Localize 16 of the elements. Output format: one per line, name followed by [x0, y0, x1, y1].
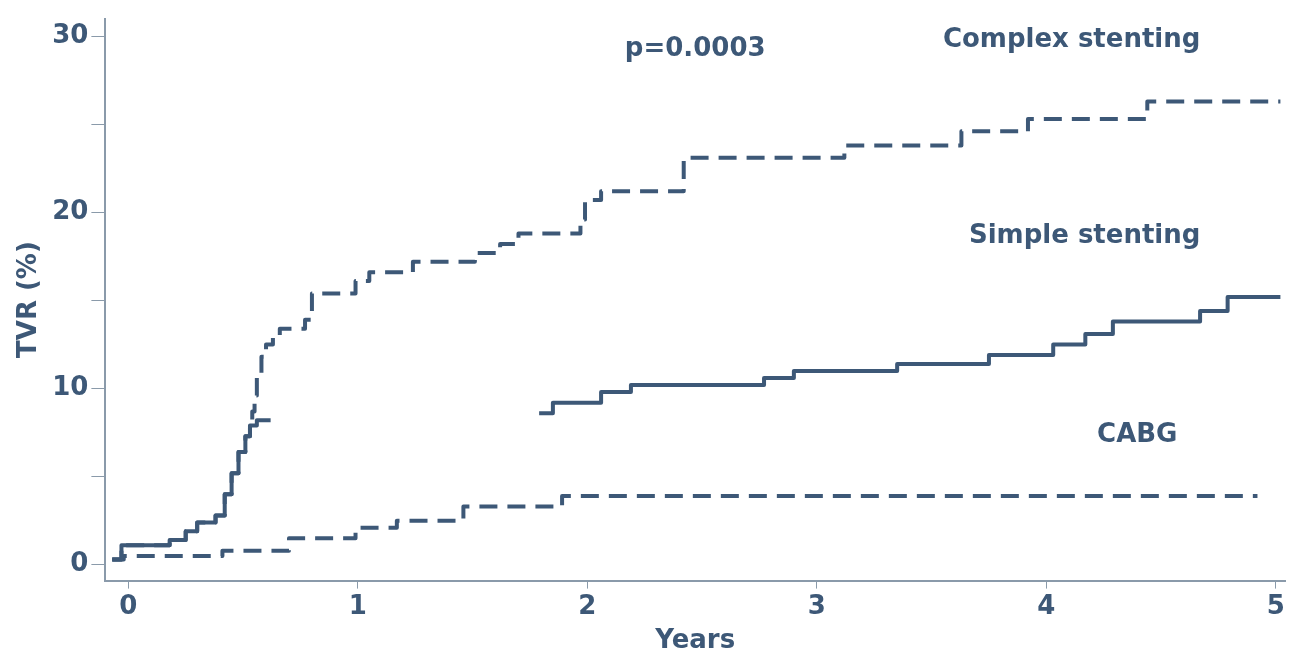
x-tick-label: 0 — [119, 589, 138, 620]
y-tick-label: 30 — [52, 18, 89, 49]
x-tick-label: 3 — [807, 589, 826, 620]
y-axis-title: TVR (%) — [12, 241, 43, 358]
annotation: p=0.0003 — [624, 32, 766, 63]
text: Simple stenting — [968, 218, 1201, 249]
x-tick-label: 5 — [1266, 589, 1285, 620]
x-axis-title: Years — [654, 624, 736, 655]
y-tick-label: 20 — [52, 195, 89, 226]
x-tick-label: 1 — [348, 589, 367, 620]
y-tick-label: 10 — [52, 371, 89, 402]
series-label: CABG — [1097, 417, 1178, 448]
series-label: Complex stenting — [942, 23, 1201, 54]
x-tick-label: 2 — [578, 589, 597, 620]
y-tick-label: 0 — [70, 547, 89, 578]
x-tick-label: 4 — [1037, 589, 1056, 620]
